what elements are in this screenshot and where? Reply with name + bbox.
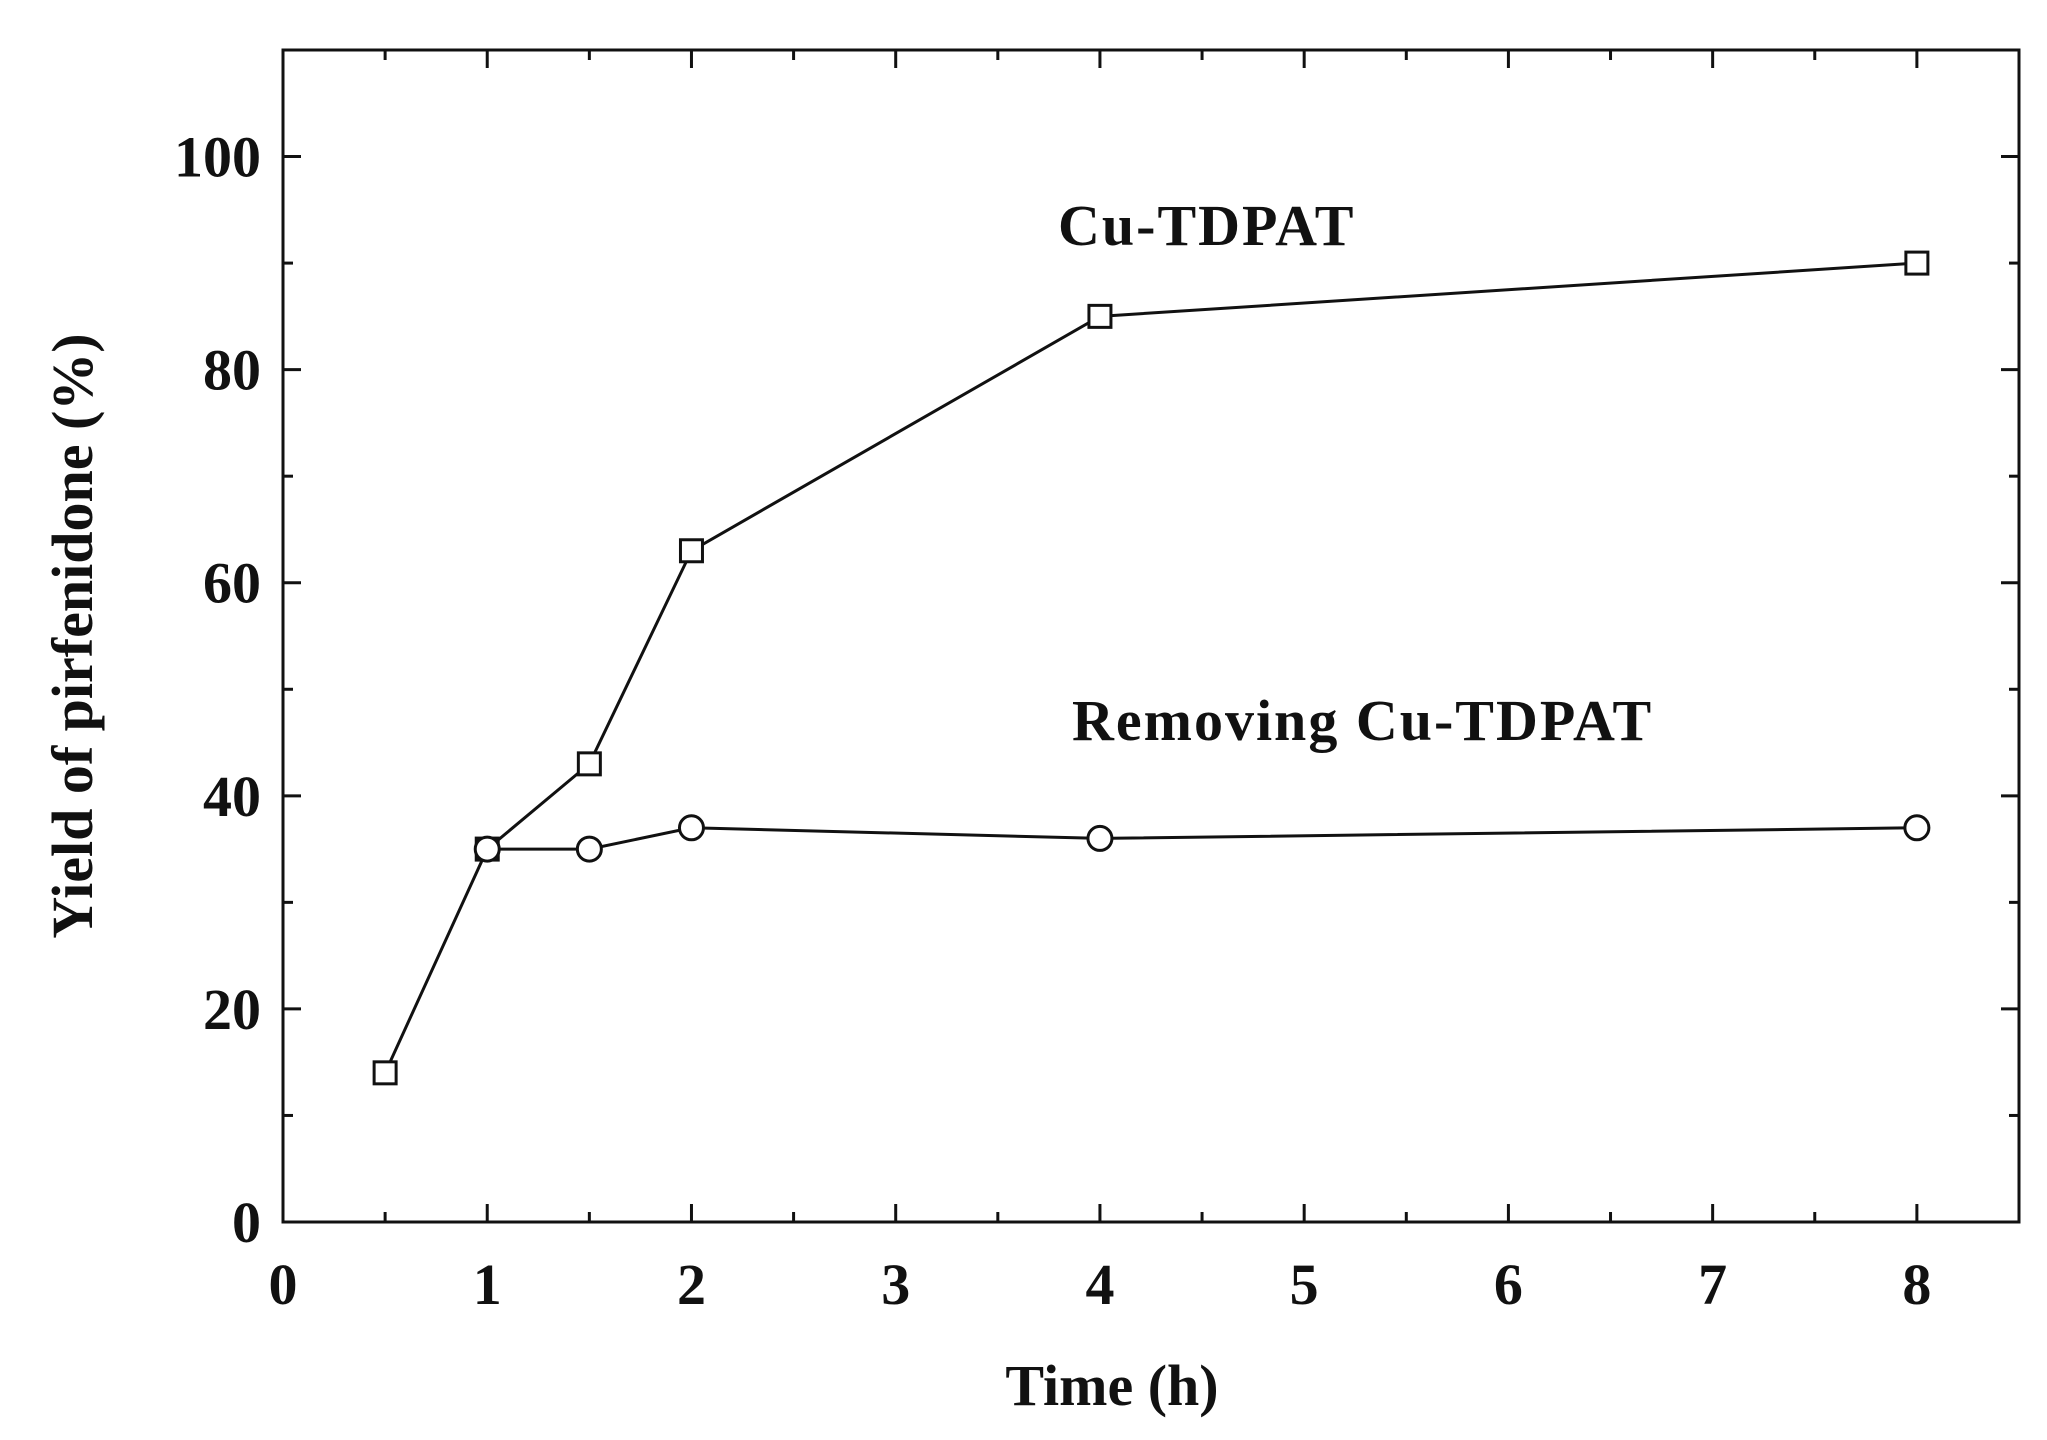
x-tick-label: 2 xyxy=(677,1252,706,1317)
y-axis-ticks: 0 20 40 60 80 100 xyxy=(174,125,2019,1255)
y-tick-label: 100 xyxy=(174,125,261,190)
x-tick-label: 1 xyxy=(473,1252,502,1317)
x-tick-label: 7 xyxy=(1698,1252,1727,1317)
x-tick-label: 3 xyxy=(881,1252,910,1317)
data-point-circle xyxy=(575,835,603,863)
x-tick-label: 5 xyxy=(1290,1252,1319,1317)
series-label-removing-cu-tdpat: Removing Cu-TDPAT xyxy=(1072,688,1653,753)
y-tick-label: 60 xyxy=(203,551,261,616)
x-tick-label: 8 xyxy=(1902,1252,1931,1317)
data-point-circle xyxy=(677,814,705,842)
y-tick-label: 20 xyxy=(203,977,261,1042)
data-point-square xyxy=(372,1060,398,1086)
data-point-square xyxy=(1904,250,1930,276)
x-axis-title: Time (h) xyxy=(1005,1353,1218,1418)
x-axis-ticks: 0 1 2 3 4 5 6 7 8 xyxy=(269,50,1931,1317)
x-tick-label: 0 xyxy=(269,1252,298,1317)
x-tick-label: 6 xyxy=(1494,1252,1523,1317)
y-axis-title: Yield of pirfenidone (%) xyxy=(40,333,105,938)
plot-frame xyxy=(281,48,2021,1224)
data-point-circle xyxy=(1903,814,1931,842)
y-tick-label: 80 xyxy=(203,338,261,403)
y-tick-label: 40 xyxy=(203,764,261,829)
data-point-square xyxy=(678,538,704,564)
data-point-square xyxy=(576,751,602,777)
x-tick-label: 4 xyxy=(1085,1252,1114,1317)
series-label-cu-tdpat: Cu-TDPAT xyxy=(1058,193,1355,258)
series-line-0 xyxy=(383,261,1917,1074)
y-tick-label: 0 xyxy=(232,1190,261,1255)
data-point-circle xyxy=(1086,824,1114,852)
series-layer xyxy=(372,250,1931,1086)
data-point-square xyxy=(1087,303,1113,329)
data-point-circle xyxy=(473,835,501,863)
